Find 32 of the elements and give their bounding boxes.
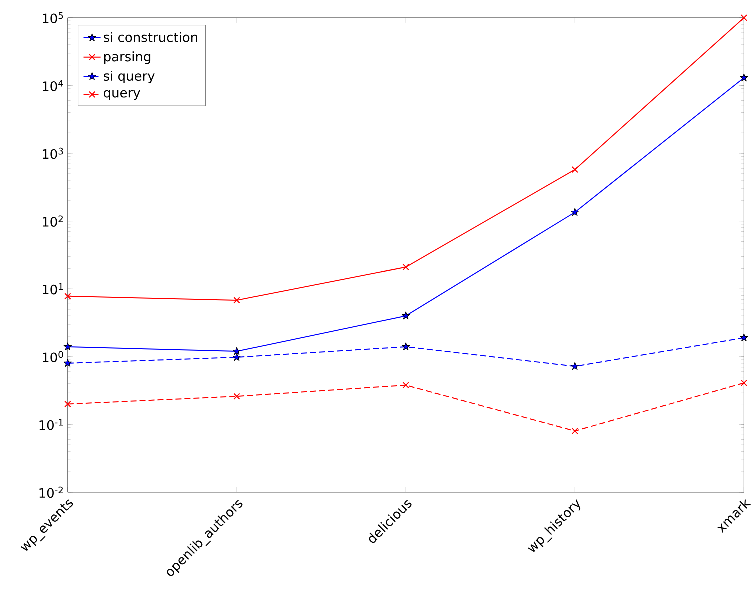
- point: [572, 428, 578, 434]
- y-tick-label: 10$^{-1}$: [40, 418, 64, 430]
- point: [64, 400, 72, 408]
- point: [402, 382, 410, 389]
- y-tick-label: 10$^{4}$: [43, 80, 64, 92]
- point: [232, 347, 242, 355]
- point: [740, 380, 748, 386]
- point: [571, 362, 580, 370]
- y-tick-label: 10$^{2}$: [43, 216, 63, 227]
- point: [572, 166, 578, 173]
- point: [571, 208, 580, 216]
- y-tick-label: 10$^{3}$: [43, 148, 64, 160]
- point: [402, 264, 410, 270]
- point: [232, 353, 242, 361]
- point: [402, 312, 410, 320]
- point: [64, 292, 72, 300]
- y-tick-label: 10$^{0}$: [43, 351, 64, 362]
- point: [740, 74, 748, 82]
- y-tick-label: 10$^{1}$: [43, 283, 64, 295]
- point: [740, 334, 748, 342]
- point: [64, 342, 72, 350]
- point: [64, 358, 72, 367]
- legend-label: query: [104, 90, 140, 100]
- legend-label: parsing: [104, 51, 151, 64]
- point: [740, 14, 748, 22]
- y-tick-label: 10$^{-2}$: [40, 486, 63, 498]
- legend-label: si query: [104, 70, 155, 84]
- legend-label: si construction: [104, 32, 198, 42]
- y-tick-label: 10$^{5}$: [43, 12, 64, 24]
- point: [234, 393, 240, 400]
- point: [234, 296, 240, 304]
- point: [402, 342, 410, 350]
